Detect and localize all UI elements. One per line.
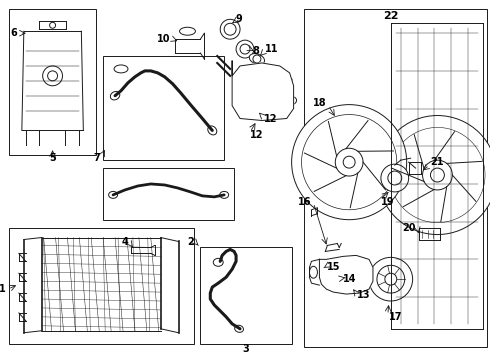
- Circle shape: [377, 265, 405, 293]
- Text: 12: 12: [264, 113, 277, 123]
- Text: 21: 21: [431, 157, 444, 167]
- Circle shape: [388, 171, 402, 185]
- Circle shape: [240, 44, 250, 54]
- Text: 9: 9: [236, 14, 243, 24]
- Bar: [9, 9, 96, 155]
- Text: 6: 6: [10, 28, 17, 38]
- Text: 12: 12: [250, 130, 264, 140]
- Text: 15: 15: [327, 262, 341, 272]
- Text: 18: 18: [313, 98, 326, 108]
- Ellipse shape: [109, 192, 118, 198]
- Ellipse shape: [179, 27, 196, 35]
- Circle shape: [256, 85, 268, 97]
- Circle shape: [301, 114, 397, 210]
- Circle shape: [339, 265, 359, 285]
- Text: 14: 14: [343, 274, 357, 284]
- Ellipse shape: [235, 325, 244, 332]
- Circle shape: [49, 22, 55, 28]
- Text: 20: 20: [402, 222, 416, 233]
- Circle shape: [240, 69, 284, 113]
- Ellipse shape: [220, 192, 229, 198]
- Ellipse shape: [114, 65, 128, 73]
- Bar: [9, 228, 195, 344]
- Polygon shape: [319, 255, 373, 294]
- Text: 10: 10: [157, 34, 171, 44]
- Text: 2: 2: [188, 238, 195, 247]
- Ellipse shape: [213, 258, 223, 266]
- Text: 17: 17: [389, 312, 402, 322]
- Ellipse shape: [287, 96, 296, 105]
- Ellipse shape: [310, 266, 318, 278]
- Text: 19: 19: [381, 197, 394, 207]
- Circle shape: [331, 257, 367, 293]
- Polygon shape: [232, 61, 294, 121]
- Circle shape: [253, 55, 261, 63]
- Ellipse shape: [208, 126, 217, 135]
- Text: 5: 5: [49, 153, 56, 163]
- Text: 16: 16: [298, 197, 312, 207]
- Bar: [200, 247, 292, 344]
- Circle shape: [220, 19, 240, 39]
- Text: 1: 1: [0, 284, 6, 294]
- Bar: [103, 56, 224, 160]
- Circle shape: [385, 273, 397, 285]
- Circle shape: [378, 116, 490, 235]
- Ellipse shape: [110, 91, 120, 100]
- Circle shape: [431, 168, 444, 182]
- Ellipse shape: [249, 54, 265, 64]
- Bar: [103, 168, 234, 220]
- Circle shape: [236, 40, 254, 58]
- Text: 3: 3: [243, 343, 249, 354]
- Circle shape: [48, 71, 57, 81]
- Circle shape: [422, 160, 452, 190]
- Text: 4: 4: [121, 238, 128, 247]
- Text: 13: 13: [357, 290, 370, 300]
- Circle shape: [292, 105, 407, 220]
- Text: 11: 11: [265, 44, 278, 54]
- Circle shape: [224, 23, 236, 35]
- Bar: [303, 9, 487, 347]
- Text: 22: 22: [383, 12, 398, 21]
- Circle shape: [369, 257, 413, 301]
- Circle shape: [381, 164, 409, 192]
- Circle shape: [43, 66, 63, 86]
- Circle shape: [390, 127, 485, 222]
- Circle shape: [335, 148, 363, 176]
- Circle shape: [343, 156, 355, 168]
- Circle shape: [248, 77, 276, 105]
- Text: 7: 7: [94, 153, 100, 163]
- Ellipse shape: [281, 76, 293, 85]
- Text: 8: 8: [252, 46, 259, 56]
